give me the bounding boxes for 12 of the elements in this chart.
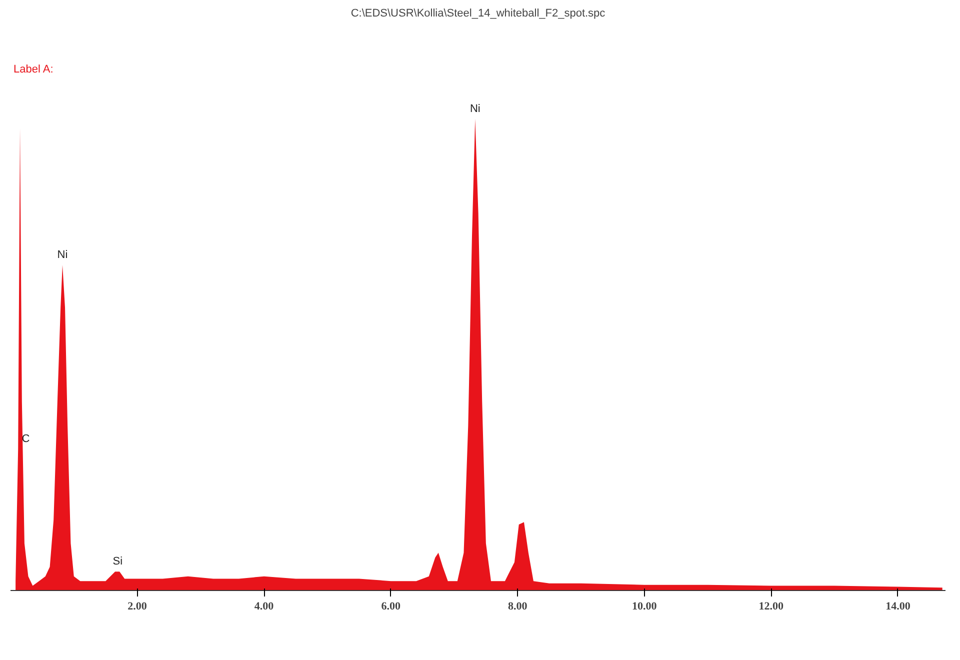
- annotation: Ni: [57, 249, 68, 262]
- x-tick-label: 8.00: [508, 600, 528, 612]
- x-tick-label: 4.00: [254, 600, 274, 612]
- x-tick-label: 2.00: [128, 600, 148, 612]
- text: Label A:: [14, 64, 54, 76]
- x-tick-label: 12.00: [758, 600, 784, 612]
- x-tick-label: 10.00: [632, 600, 658, 612]
- annotation: Ni: [470, 102, 480, 115]
- x-tick-label: 14.00: [886, 600, 911, 612]
- annotation: Si: [112, 556, 123, 568]
- x-tick-label: 6.00: [381, 600, 401, 612]
- chart-title: C:\EDS\USR\Kollia\Steel_14_whiteball_F2_spot.spc: [350, 8, 606, 20]
